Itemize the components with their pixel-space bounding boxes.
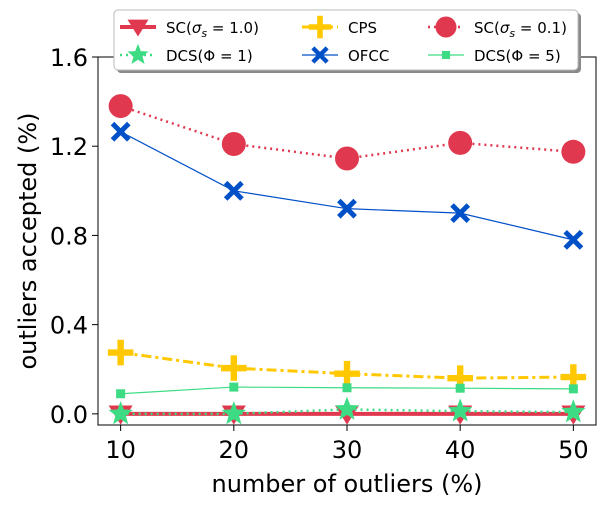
x-tick-label: 10 — [105, 436, 136, 464]
legend-label: DCS(Φ = 1) — [166, 47, 253, 65]
series-4 — [108, 94, 586, 171]
data-point — [450, 203, 471, 224]
y-tick-label: 1.2 — [50, 133, 88, 161]
legend-label: DCS(Φ = 5) — [474, 47, 561, 65]
data-point — [448, 398, 473, 422]
legend-marker — [127, 19, 149, 37]
legend-entry: SC(σs = 1.0) — [120, 19, 259, 40]
x-axis: 10 20 30 40 50 — [105, 425, 589, 464]
x-tick-label: 50 — [558, 436, 589, 464]
data-point — [334, 360, 360, 387]
legend-entry: DCS(Φ = 1) — [120, 43, 253, 65]
legend-marker — [435, 16, 457, 38]
y-tick-label: 0.8 — [50, 222, 88, 250]
legend-entry: DCS(Φ = 5) — [428, 47, 561, 65]
data-point — [221, 355, 247, 381]
data-point — [335, 146, 359, 171]
data-point — [561, 139, 586, 164]
y-axis: 0.0 0.4 0.8 1.2 1.6 — [50, 44, 98, 429]
data-point — [116, 389, 126, 399]
series-line — [120, 351, 574, 380]
series-3 — [110, 121, 584, 250]
data-point — [560, 364, 587, 390]
x-tick-label: 40 — [445, 436, 476, 464]
data-point — [337, 198, 357, 219]
data-point — [447, 365, 473, 391]
data-point — [229, 382, 239, 392]
data-point — [221, 131, 246, 156]
data-point — [108, 94, 133, 119]
data-point — [342, 383, 352, 393]
x-tick-label: 30 — [332, 436, 363, 464]
data-point — [568, 384, 578, 394]
data-point — [110, 121, 131, 142]
data-point — [221, 401, 246, 425]
y-axis-label: outliers accepted (%) — [14, 112, 42, 369]
legend-label: CPS — [348, 19, 377, 37]
data-point — [561, 399, 586, 423]
data-point — [107, 339, 134, 366]
legend-entry: SC(σs = 0.1) — [428, 16, 567, 40]
series-line — [120, 104, 574, 160]
data-point — [455, 383, 465, 393]
legend: SC(σs = 1.0) CPS SC(σs = 0.1) DCS(Φ = 1) OFC… — [113, 9, 581, 73]
legend-marker — [311, 46, 329, 64]
series-1 — [108, 396, 586, 425]
legend-label: OFCC — [348, 47, 389, 65]
legend-entry: CPS — [302, 15, 377, 39]
legend-marker — [441, 50, 451, 60]
x-tick-label: 20 — [219, 436, 250, 464]
series-5 — [116, 382, 578, 399]
legend-label: SC(σs = 1.0) — [166, 19, 259, 40]
data-point — [563, 229, 584, 250]
data-point — [108, 401, 133, 425]
series-layer — [107, 94, 587, 425]
legend-label: SC(σs = 0.1) — [474, 19, 567, 40]
y-tick-label: 0.4 — [50, 312, 88, 340]
legend-entry: OFCC — [302, 46, 389, 65]
data-point — [334, 396, 360, 420]
y-tick-label: 1.6 — [50, 44, 88, 72]
legend-marker — [308, 15, 332, 39]
x-axis-label: number of outliers (%) — [212, 470, 483, 498]
data-point — [448, 130, 473, 155]
series-2 — [107, 339, 587, 391]
data-point — [223, 180, 244, 201]
y-tick-label: 0.0 — [50, 401, 88, 429]
legend-marker — [127, 43, 149, 65]
